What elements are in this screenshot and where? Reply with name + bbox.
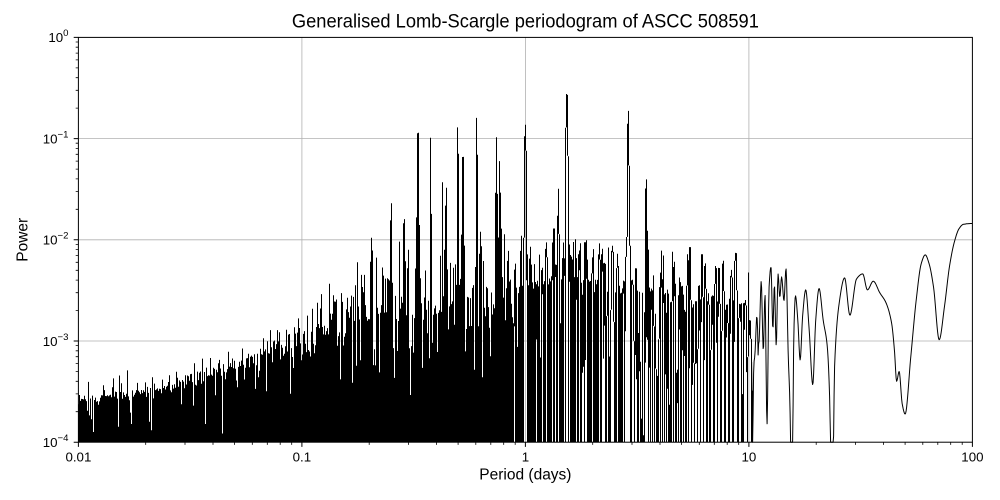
svg-text:Period (days): Period (days): [479, 467, 571, 484]
svg-text:1: 1: [522, 449, 529, 464]
svg-text:100: 100: [961, 449, 983, 464]
svg-text:0.01: 0.01: [65, 449, 91, 464]
svg-text:Generalised Lomb-Scargle perio: Generalised Lomb-Scargle periodogram of …: [292, 10, 759, 32]
svg-text:0.1: 0.1: [293, 449, 312, 464]
svg-text:10: 10: [742, 449, 757, 464]
svg-text:Power: Power: [14, 218, 31, 262]
